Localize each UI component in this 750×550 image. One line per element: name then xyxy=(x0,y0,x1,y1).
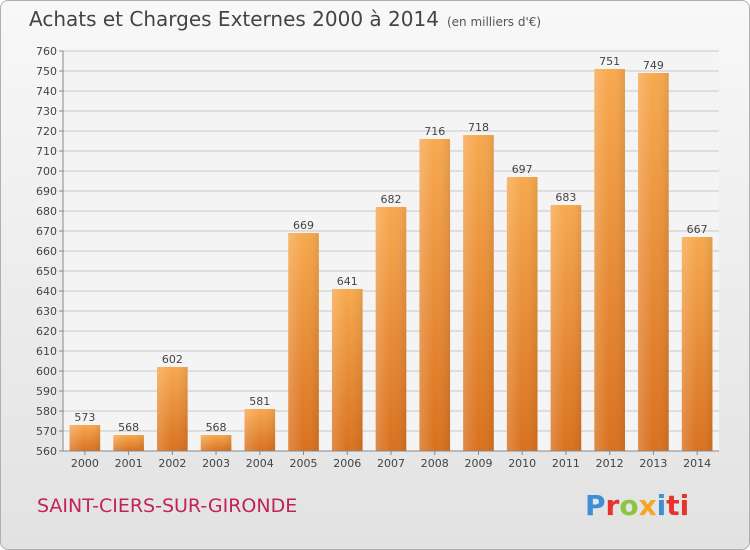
x-tick-label: 2001 xyxy=(115,457,143,470)
y-tick-label: 650 xyxy=(36,265,57,278)
y-tick-label: 630 xyxy=(36,305,57,318)
bar-highlight xyxy=(419,139,451,451)
bar-value-label: 602 xyxy=(162,353,183,366)
x-tick-label: 2004 xyxy=(246,457,274,470)
y-tick-label: 610 xyxy=(36,345,57,358)
y-tick-label: 570 xyxy=(36,425,57,438)
y-tick-label: 560 xyxy=(36,445,57,458)
y-tick-label: 640 xyxy=(36,285,57,298)
y-tick-label: 720 xyxy=(36,125,57,138)
bar-value-label: 751 xyxy=(599,55,620,68)
bar-value-label: 568 xyxy=(206,421,227,434)
bar-highlight xyxy=(638,73,669,451)
x-tick-label: 2007 xyxy=(377,457,405,470)
y-tick-label: 700 xyxy=(36,165,57,178)
logo-letter: i xyxy=(656,489,667,522)
bar-highlight xyxy=(681,237,713,451)
x-tick-label: 2006 xyxy=(333,457,361,470)
bar-value-label: 697 xyxy=(512,163,533,176)
bar-value-label: 581 xyxy=(249,395,270,408)
bar-highlight xyxy=(375,207,407,451)
x-tick-label: 2000 xyxy=(71,457,99,470)
bar-highlight xyxy=(288,233,319,451)
bar-highlight xyxy=(113,435,144,451)
bar-value-label: 682 xyxy=(381,193,402,206)
bar-highlight xyxy=(200,435,232,451)
bar-value-label: 669 xyxy=(293,219,314,232)
y-tick-label: 710 xyxy=(36,145,57,158)
x-tick-label: 2013 xyxy=(639,457,667,470)
y-tick-label: 580 xyxy=(36,405,57,418)
bar-value-label: 716 xyxy=(424,125,445,138)
bar-highlight xyxy=(463,135,494,451)
bar-highlight xyxy=(550,205,582,451)
proxiti-logo: Proxiti xyxy=(585,489,689,522)
y-tick-label: 690 xyxy=(36,185,57,198)
bar-highlight xyxy=(69,425,101,451)
bar-highlight xyxy=(244,409,276,451)
bar-highlight xyxy=(506,177,538,451)
bar-value-label: 568 xyxy=(118,421,139,434)
bar-value-label: 641 xyxy=(337,275,358,288)
bar-highlight xyxy=(594,69,625,451)
bar-highlight xyxy=(157,367,188,451)
y-tick-label: 740 xyxy=(36,85,57,98)
x-tick-label: 2005 xyxy=(290,457,318,470)
x-tick-label: 2011 xyxy=(552,457,580,470)
x-tick-label: 2010 xyxy=(508,457,536,470)
y-tick-label: 750 xyxy=(36,65,57,78)
y-tick-label: 760 xyxy=(36,45,57,58)
chart-title-text: Achats et Charges Externes 2000 à 2014 xyxy=(29,7,439,31)
y-tick-label: 680 xyxy=(36,205,57,218)
x-tick-label: 2014 xyxy=(683,457,711,470)
logo-letter: o xyxy=(619,489,639,522)
y-tick-label: 600 xyxy=(36,365,57,378)
x-tick-label: 2003 xyxy=(202,457,230,470)
y-tick-label: 730 xyxy=(36,105,57,118)
bar-value-label: 667 xyxy=(687,223,708,236)
x-tick-label: 2002 xyxy=(158,457,186,470)
logo-letter: r xyxy=(605,489,620,522)
chart-title: Achats et Charges Externes 2000 à 2014 (e… xyxy=(29,7,541,31)
logo-letter: ti xyxy=(666,489,690,522)
y-tick-label: 670 xyxy=(36,225,57,238)
x-tick-label: 2008 xyxy=(421,457,449,470)
x-tick-label: 2009 xyxy=(464,457,492,470)
commune-name: SAINT-CIERS-SUR-GIRONDE xyxy=(37,495,298,517)
y-tick-label: 590 xyxy=(36,385,57,398)
y-tick-label: 620 xyxy=(36,325,57,338)
bar-value-label: 683 xyxy=(555,191,576,204)
bar-value-label: 718 xyxy=(468,121,489,134)
bar-highlight xyxy=(331,289,363,451)
bar-value-label: 573 xyxy=(74,411,95,424)
x-tick-label: 2012 xyxy=(596,457,624,470)
logo-letter: P xyxy=(585,489,606,522)
logo-letter: x xyxy=(638,489,657,522)
y-tick-label: 660 xyxy=(36,245,57,258)
chart-unit-label: (en milliers d'€) xyxy=(446,15,542,29)
bar-value-label: 749 xyxy=(643,59,664,72)
